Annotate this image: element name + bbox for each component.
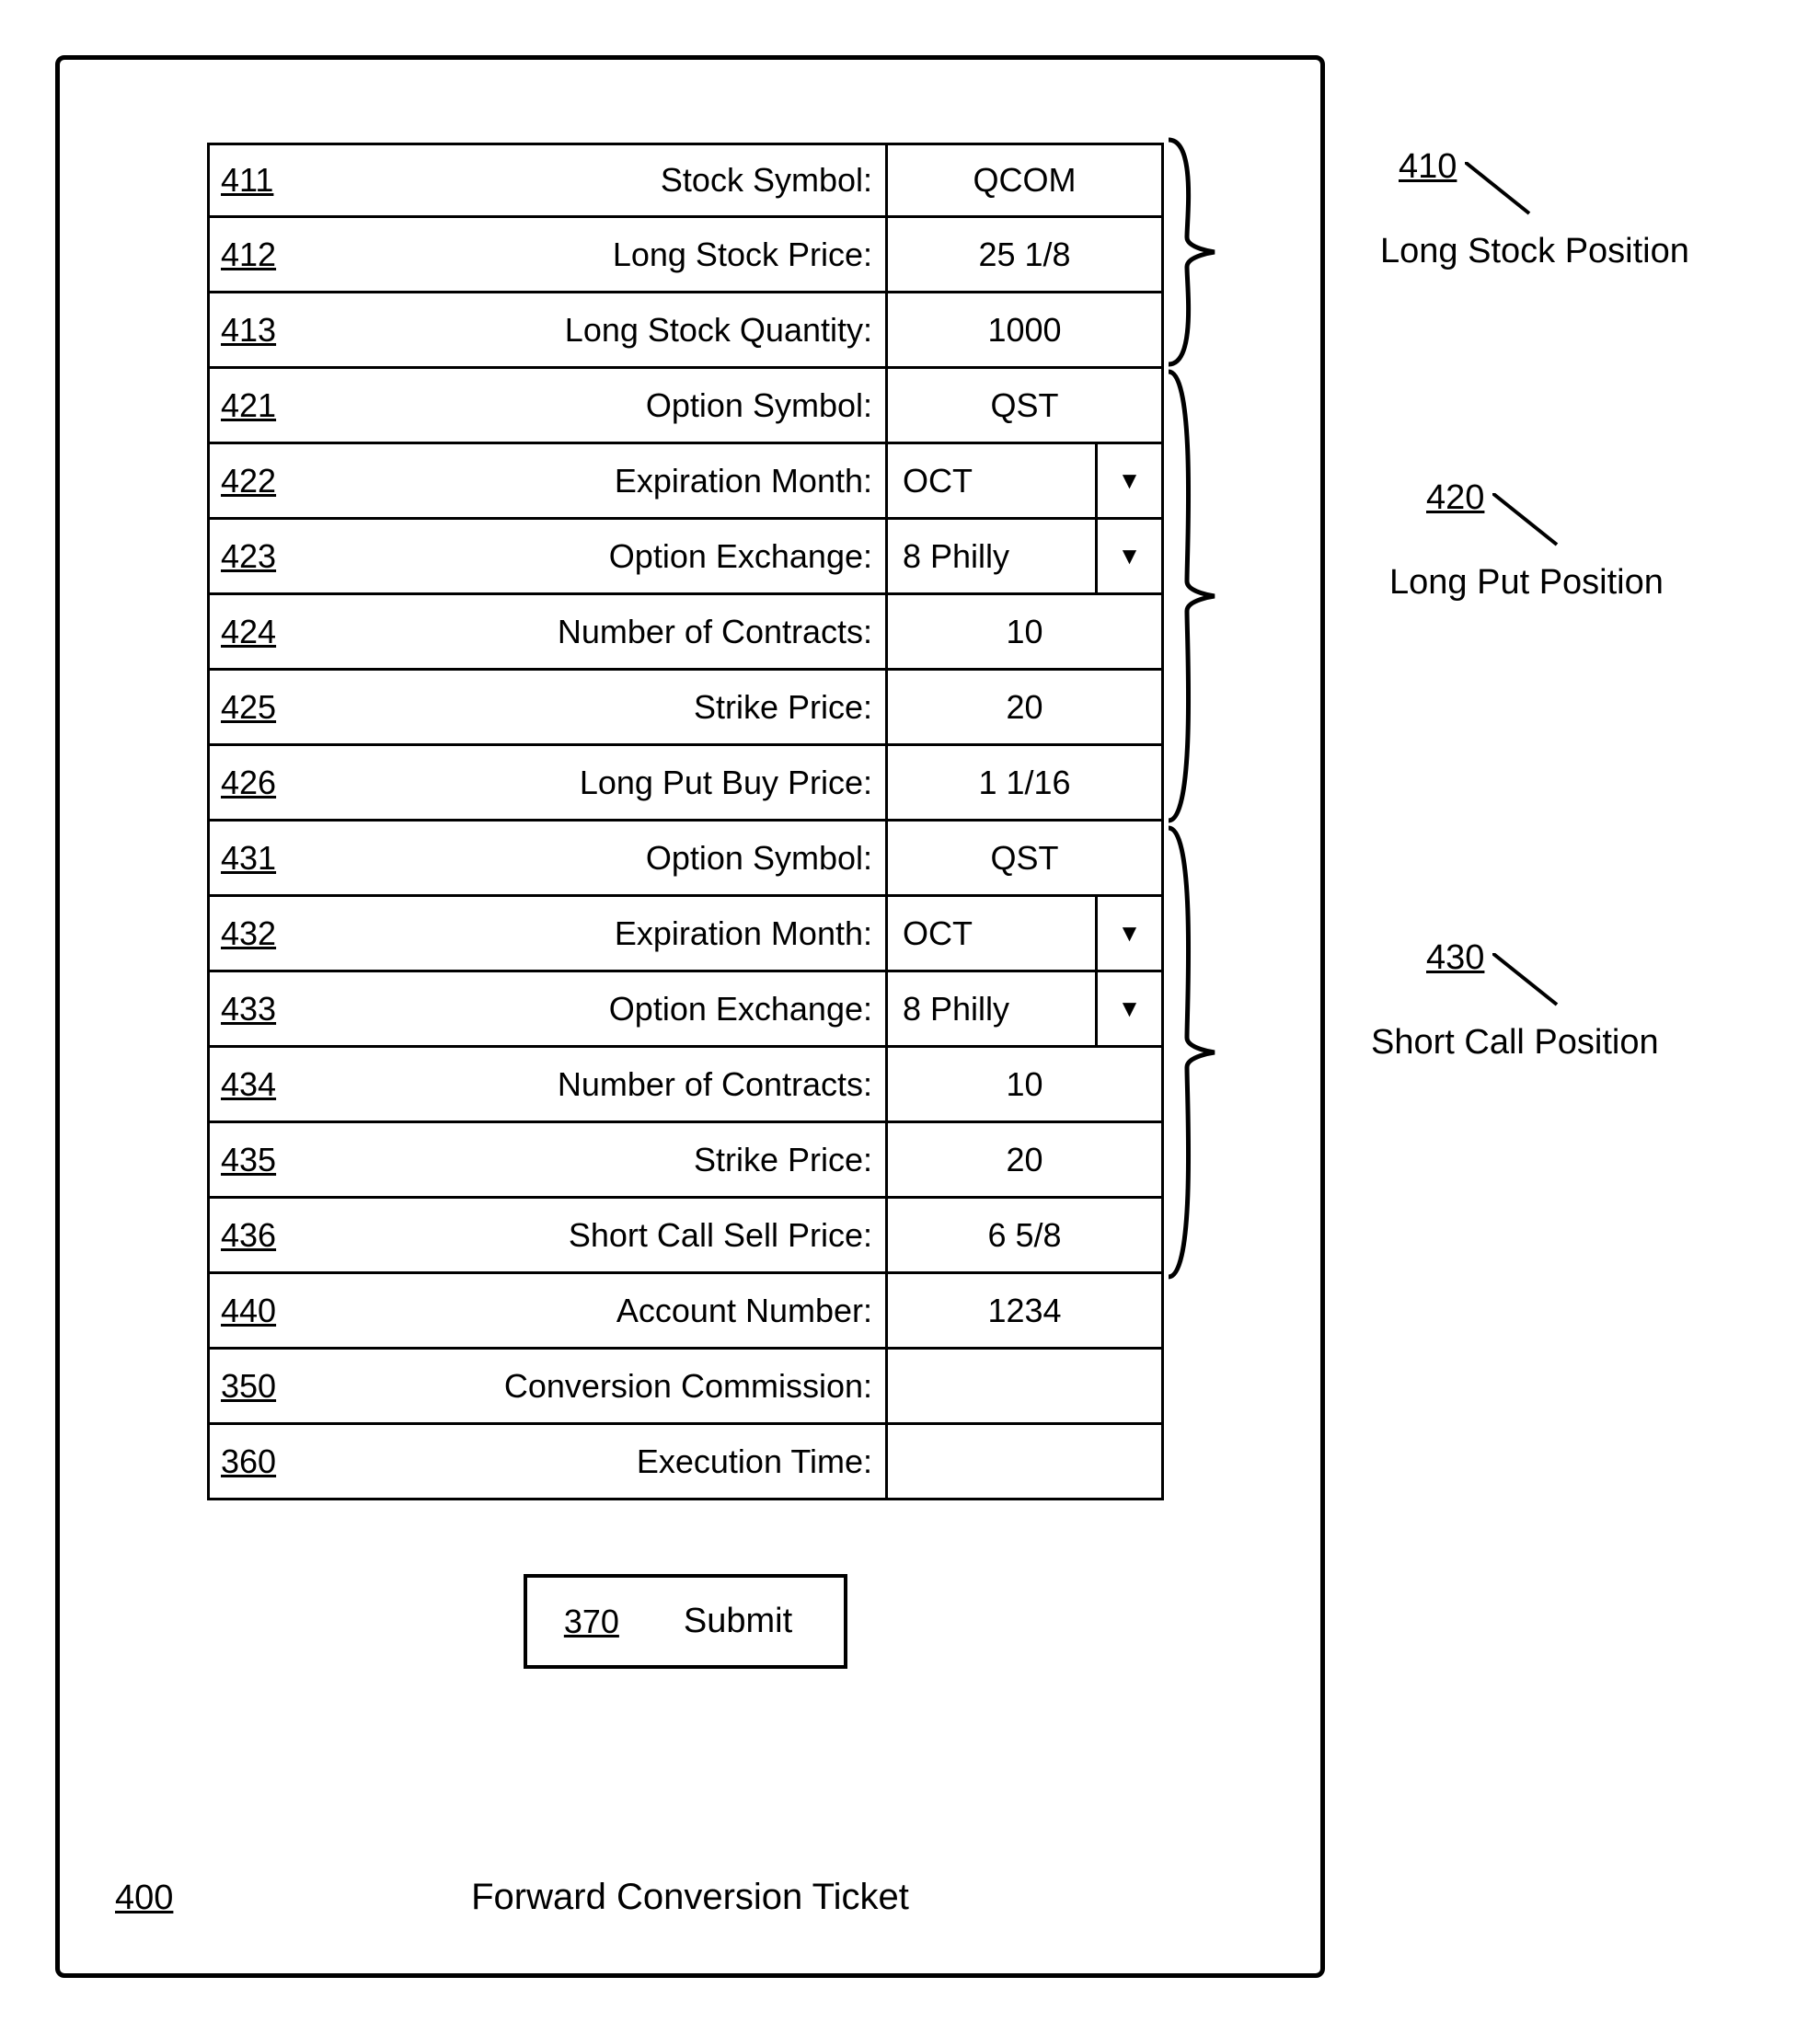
- row-label: Number of Contracts:: [308, 1048, 888, 1120]
- row-value[interactable]: 6 5/8: [888, 1199, 1164, 1271]
- row-value[interactable]: QST: [888, 369, 1164, 442]
- form-row: 435Strike Price:20: [207, 1123, 1164, 1199]
- row-ref: 434: [207, 1048, 308, 1120]
- row-label: Conversion Commission:: [308, 1350, 888, 1422]
- form-row: 424Number of Contracts:10: [207, 595, 1164, 671]
- row-ref: 435: [207, 1123, 308, 1196]
- form-row: 425Strike Price:20: [207, 671, 1164, 746]
- form-row: 422Expiration Month:OCT▼: [207, 444, 1164, 520]
- callout-ref: 430: [1426, 938, 1484, 977]
- callout-short-call: 430 Short Call Position: [1426, 938, 1484, 978]
- form-row: 432Expiration Month:OCT▼: [207, 897, 1164, 972]
- callout-long-stock: 410 Long Stock Position: [1399, 147, 1457, 187]
- row-ref: 360: [207, 1425, 308, 1498]
- form-row: 360Execution Time:: [207, 1425, 1164, 1500]
- row-ref: 431: [207, 822, 308, 894]
- row-value[interactable]: 25 1/8: [888, 218, 1164, 291]
- row-ref: 440: [207, 1274, 308, 1347]
- row-value[interactable]: 1 1/16: [888, 746, 1164, 819]
- row-value[interactable]: [888, 1350, 1164, 1422]
- row-value[interactable]: [888, 1425, 1164, 1498]
- row-label: Long Stock Quantity:: [308, 293, 888, 366]
- row-value[interactable]: QST: [888, 822, 1164, 894]
- row-ref: 425: [207, 671, 308, 743]
- callout-ref: 410: [1399, 147, 1457, 186]
- row-label: Strike Price:: [308, 671, 888, 743]
- form-row: 350Conversion Commission:: [207, 1350, 1164, 1425]
- chevron-down-icon[interactable]: ▼: [1098, 897, 1164, 970]
- row-value[interactable]: 8 Philly: [888, 972, 1098, 1045]
- callout-label: Long Stock Position: [1380, 232, 1689, 271]
- form-row: 431Option Symbol:QST: [207, 822, 1164, 897]
- row-value[interactable]: OCT: [888, 444, 1098, 517]
- row-value[interactable]: 1000: [888, 293, 1164, 366]
- row-ref: 411: [207, 145, 308, 215]
- row-value[interactable]: 10: [888, 595, 1164, 668]
- row-label: Long Put Buy Price:: [308, 746, 888, 819]
- row-ref: 436: [207, 1199, 308, 1271]
- row-ref: 350: [207, 1350, 308, 1422]
- row-label: Stock Symbol:: [308, 145, 888, 215]
- submit-ref: 370: [564, 1603, 619, 1641]
- callout-label: Short Call Position: [1371, 1023, 1659, 1063]
- row-label: Option Exchange:: [308, 520, 888, 592]
- row-label: Short Call Sell Price:: [308, 1199, 888, 1271]
- row-ref: 432: [207, 897, 308, 970]
- form-row: 434Number of Contracts:10: [207, 1048, 1164, 1123]
- row-value[interactable]: QCOM: [888, 145, 1164, 215]
- row-label: Expiration Month:: [308, 897, 888, 970]
- ticket-panel: 411Stock Symbol:QCOM412Long Stock Price:…: [55, 55, 1325, 1978]
- form-row: 426Long Put Buy Price:1 1/16: [207, 746, 1164, 822]
- form-row: 421Option Symbol:QST: [207, 369, 1164, 444]
- row-label: Execution Time:: [308, 1425, 888, 1498]
- chevron-down-icon[interactable]: ▼: [1098, 520, 1164, 592]
- callout-label: Long Put Position: [1389, 563, 1664, 603]
- form-row: 440Account Number:1234: [207, 1274, 1164, 1350]
- chevron-down-icon[interactable]: ▼: [1098, 444, 1164, 517]
- row-ref: 426: [207, 746, 308, 819]
- row-label: Number of Contracts:: [308, 595, 888, 668]
- panel-caption: Forward Conversion Ticket: [60, 1877, 1320, 1918]
- row-label: Option Symbol:: [308, 822, 888, 894]
- row-label: Long Stock Price:: [308, 218, 888, 291]
- row-ref: 412: [207, 218, 308, 291]
- callout-long-put: 420 Long Put Position: [1426, 478, 1484, 518]
- row-value[interactable]: OCT: [888, 897, 1098, 970]
- chevron-down-icon[interactable]: ▼: [1098, 972, 1164, 1045]
- row-label: Strike Price:: [308, 1123, 888, 1196]
- form-table: 411Stock Symbol:QCOM412Long Stock Price:…: [207, 143, 1164, 1669]
- form-row: 413Long Stock Quantity:1000: [207, 293, 1164, 369]
- row-ref: 423: [207, 520, 308, 592]
- form-row: 411Stock Symbol:QCOM: [207, 143, 1164, 218]
- row-value[interactable]: 20: [888, 671, 1164, 743]
- row-ref: 433: [207, 972, 308, 1045]
- row-label: Account Number:: [308, 1274, 888, 1347]
- row-ref: 421: [207, 369, 308, 442]
- row-label: Option Symbol:: [308, 369, 888, 442]
- row-value[interactable]: 8 Philly: [888, 520, 1098, 592]
- row-value[interactable]: 10: [888, 1048, 1164, 1120]
- row-value[interactable]: 20: [888, 1123, 1164, 1196]
- row-ref: 424: [207, 595, 308, 668]
- submit-label: Submit: [684, 1602, 792, 1641]
- row-ref: 422: [207, 444, 308, 517]
- form-row: 412Long Stock Price:25 1/8: [207, 218, 1164, 293]
- row-label: Option Exchange:: [308, 972, 888, 1045]
- form-row: 433Option Exchange:8 Philly▼: [207, 972, 1164, 1048]
- row-label: Expiration Month:: [308, 444, 888, 517]
- form-row: 423Option Exchange:8 Philly▼: [207, 520, 1164, 595]
- submit-button[interactable]: 370 Submit: [524, 1574, 847, 1669]
- form-row: 436Short Call Sell Price:6 5/8: [207, 1199, 1164, 1274]
- row-ref: 413: [207, 293, 308, 366]
- callout-ref: 420: [1426, 478, 1484, 517]
- row-value[interactable]: 1234: [888, 1274, 1164, 1347]
